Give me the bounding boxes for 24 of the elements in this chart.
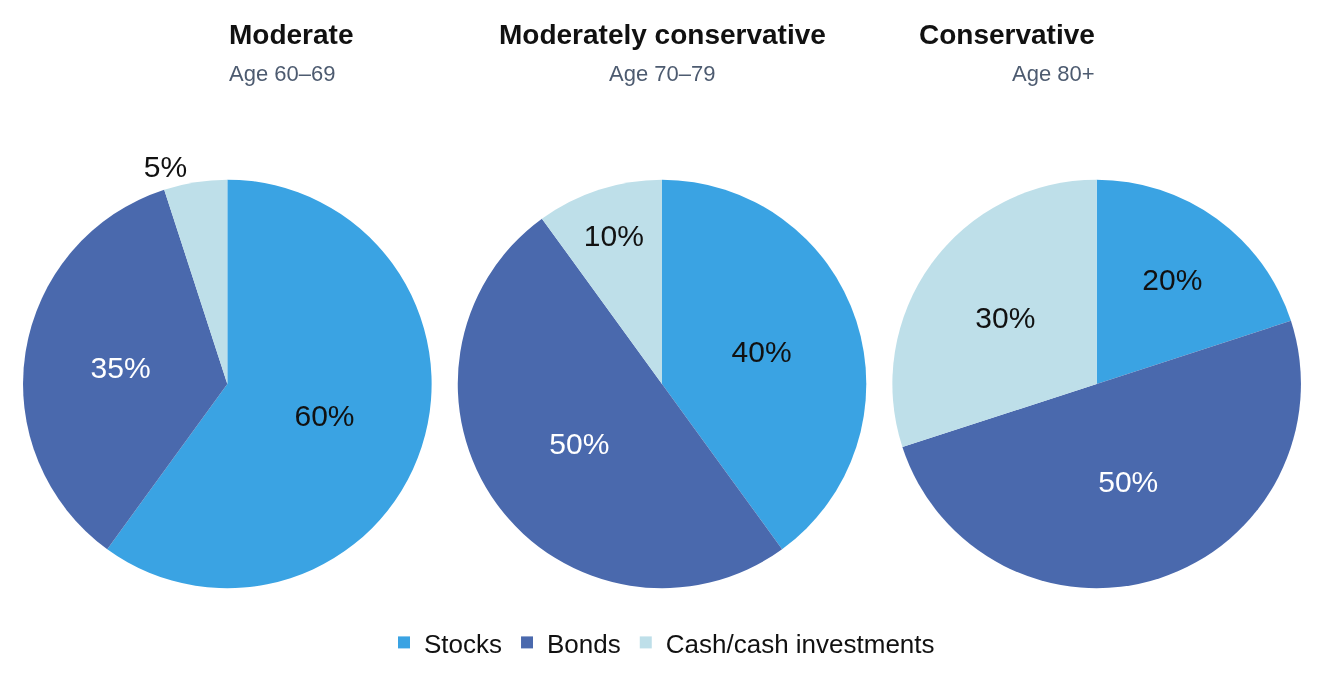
pie-slice xyxy=(662,179,866,550)
chart-title: Moderately conservative xyxy=(499,19,826,50)
pie-slice xyxy=(541,179,662,384)
chart-title: Moderate xyxy=(229,19,354,50)
data-label: 20% xyxy=(1142,263,1203,297)
legend-label: Cash/cash investments xyxy=(665,628,935,659)
data-label: 35% xyxy=(90,350,151,384)
data-label: 60% xyxy=(294,398,355,432)
pie-slice xyxy=(892,179,1097,448)
chart-subtitle: Age 60–69 xyxy=(229,61,336,86)
data-label: 5% xyxy=(143,149,188,183)
pie-slice xyxy=(164,179,228,384)
legend-label: Bonds xyxy=(547,628,621,659)
chart-subtitle: Age 80+ xyxy=(1012,61,1095,86)
chart-title: Conservative xyxy=(919,19,1095,50)
pie-slice xyxy=(1096,179,1291,384)
data-label: 30% xyxy=(975,301,1036,335)
data-label: 10% xyxy=(583,218,644,252)
data-label: 50% xyxy=(1098,464,1159,498)
data-label: 50% xyxy=(549,427,610,461)
legend-label: Stocks xyxy=(424,628,503,659)
chart-subtitle: Age 70–79 xyxy=(609,61,716,86)
data-label: 40% xyxy=(731,335,792,369)
pie-slice xyxy=(23,189,228,550)
